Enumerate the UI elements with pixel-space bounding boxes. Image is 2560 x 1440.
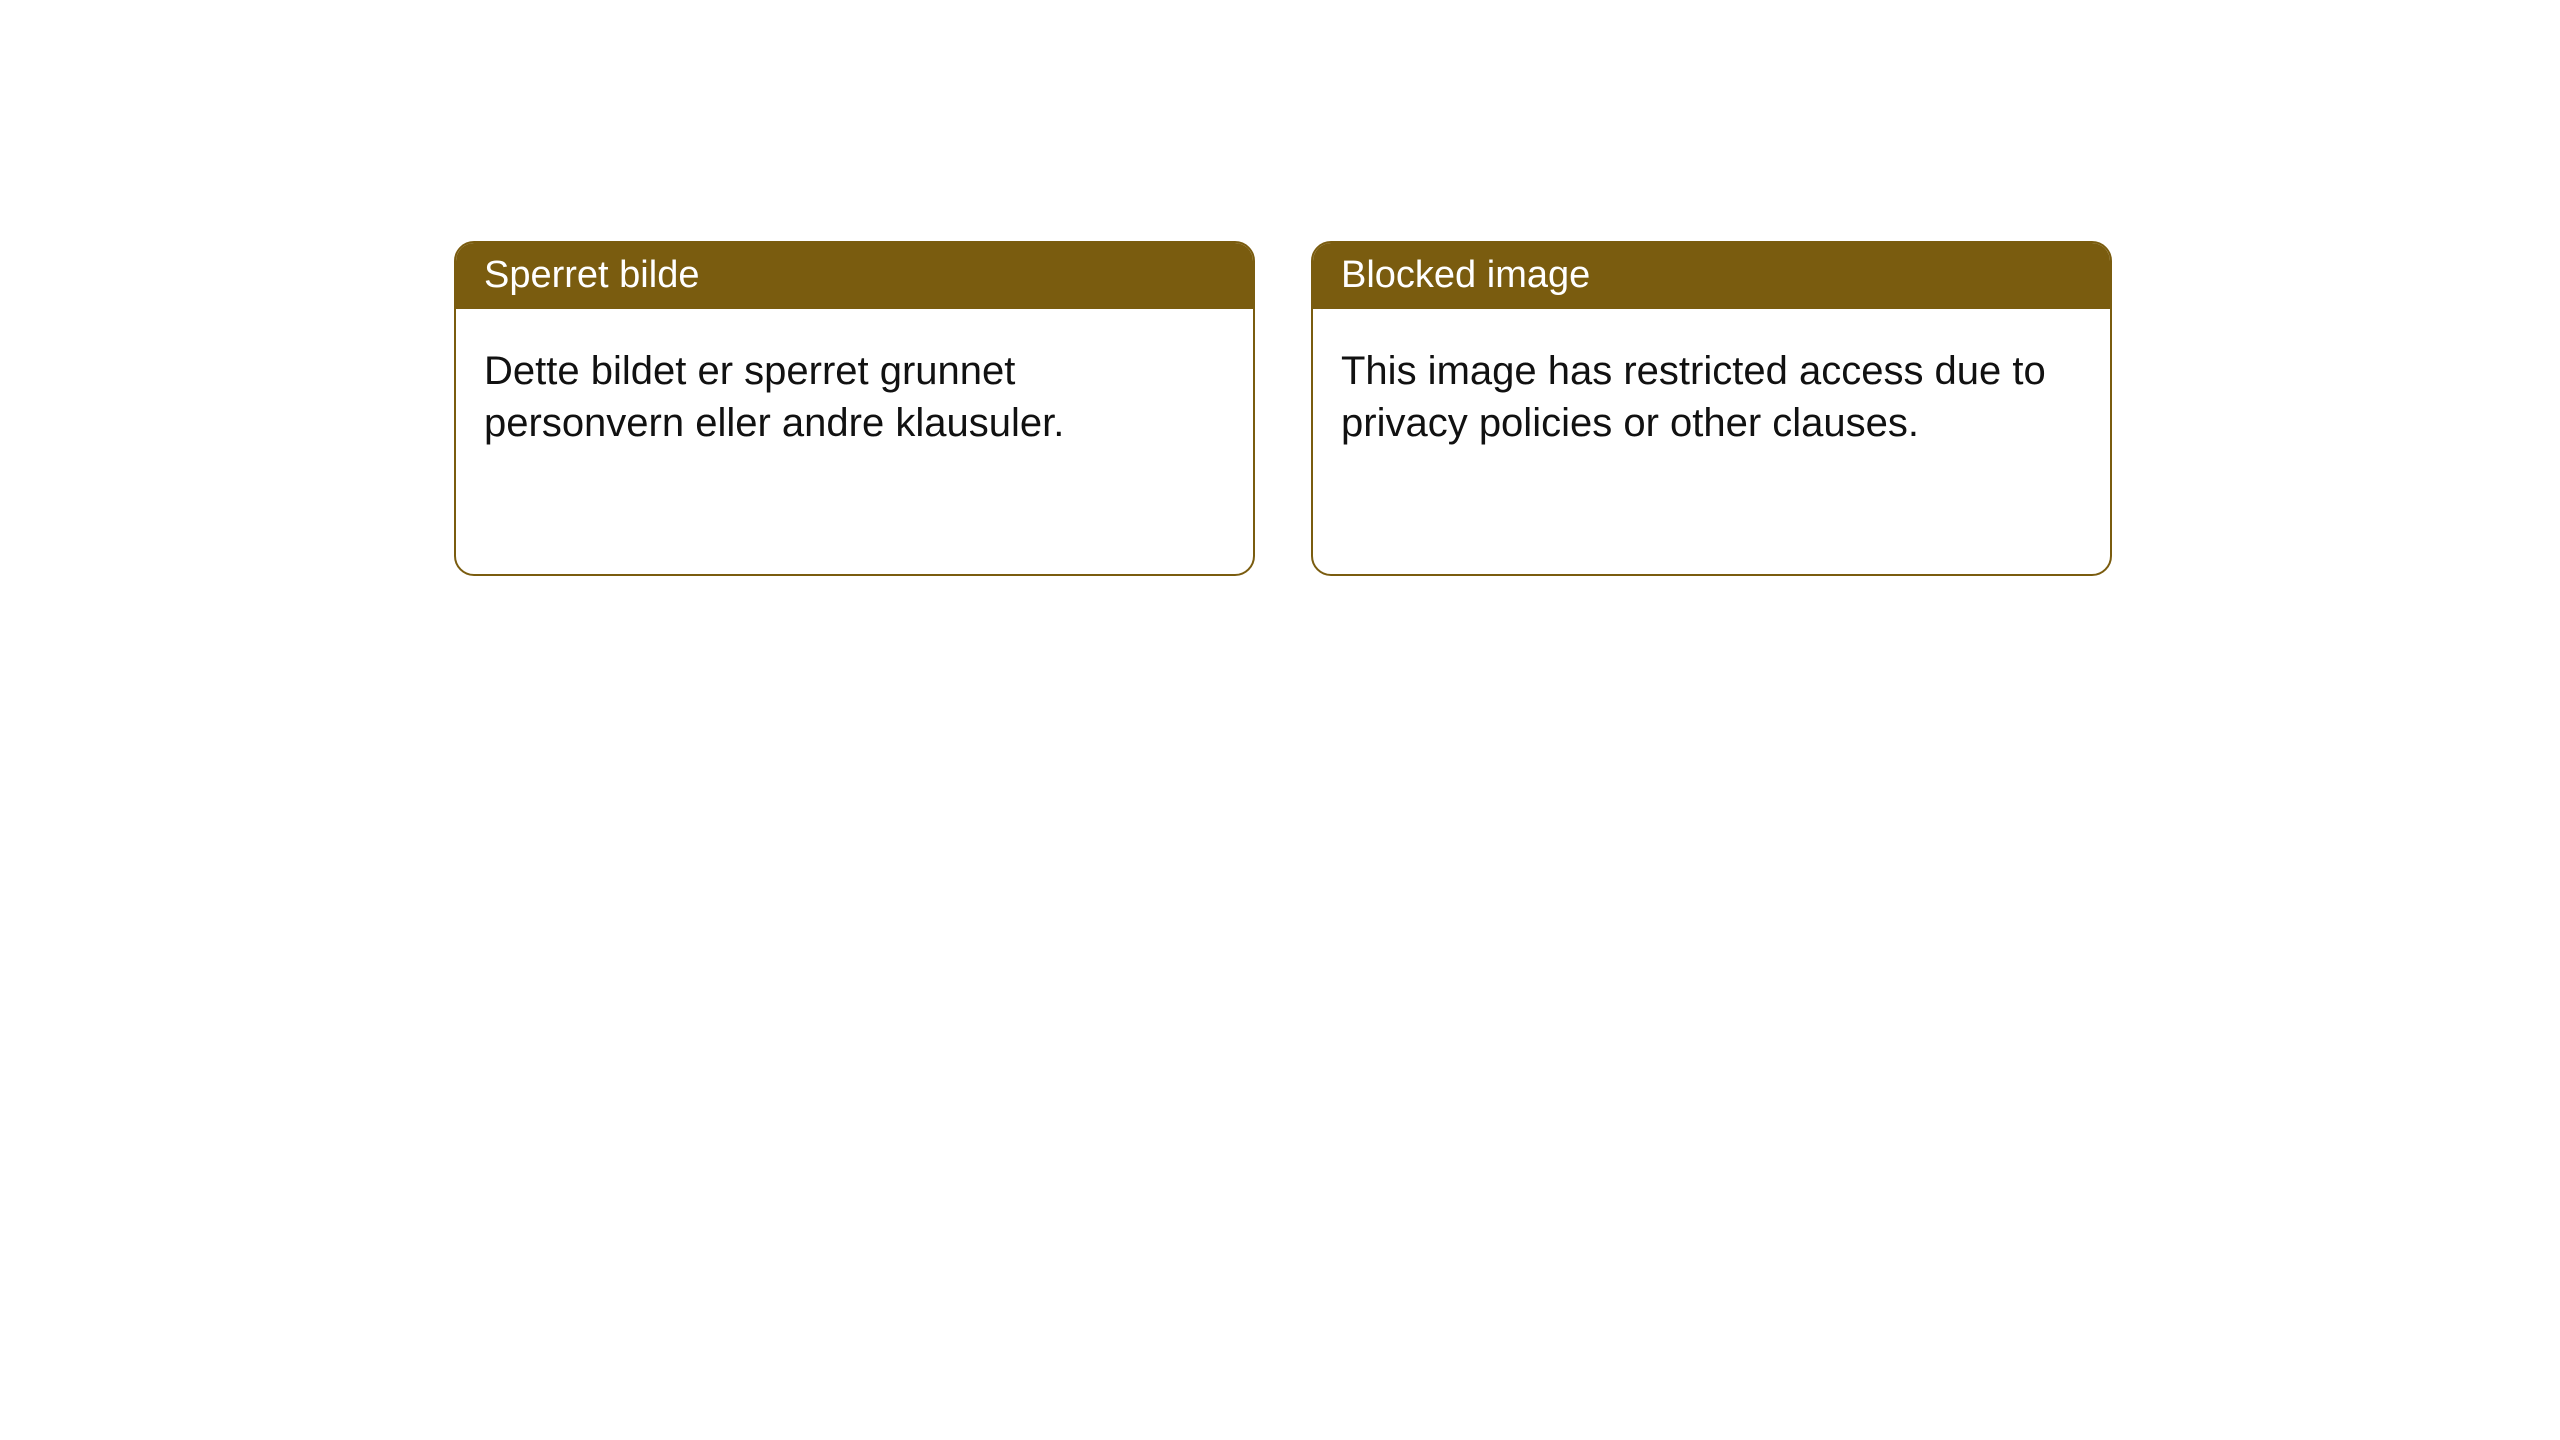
notice-card-english: Blocked image This image has restricted … bbox=[1311, 241, 2112, 576]
notice-header: Sperret bilde bbox=[456, 243, 1253, 309]
notice-card-norwegian: Sperret bilde Dette bildet er sperret gr… bbox=[454, 241, 1255, 576]
notice-body: This image has restricted access due to … bbox=[1313, 309, 2110, 485]
notice-header: Blocked image bbox=[1313, 243, 2110, 309]
notice-container: Sperret bilde Dette bildet er sperret gr… bbox=[454, 241, 2112, 576]
notice-body: Dette bildet er sperret grunnet personve… bbox=[456, 309, 1253, 485]
